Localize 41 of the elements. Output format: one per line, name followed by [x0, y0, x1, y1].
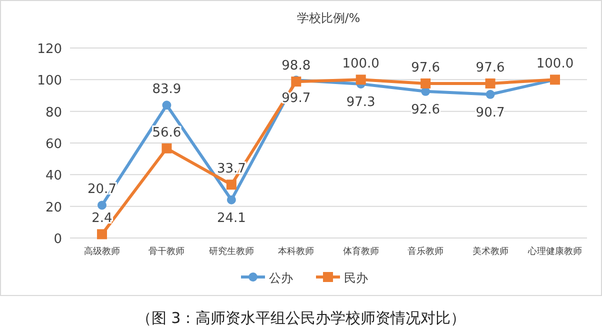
- point: [356, 74, 366, 85]
- text: （图 3：高师资水平组公民办学校师资情况对比）: [136, 309, 466, 327]
- point: [162, 100, 172, 110]
- data-label: 97.6: [476, 60, 505, 76]
- data-label: 92.6: [411, 102, 440, 118]
- data-label: 83.9: [152, 82, 182, 98]
- y-tick-label: 60: [45, 137, 62, 152]
- data-label: 98.8: [282, 58, 311, 74]
- point: [485, 78, 496, 88]
- data-label: 2.4: [92, 211, 112, 226]
- x-tick-label: 高级教师: [84, 246, 120, 257]
- x-tick-label: 体育教师: [342, 246, 379, 257]
- y-tick-label: 100: [37, 74, 62, 89]
- data-label: 97.3: [346, 94, 376, 110]
- legend-label: 公办: [269, 271, 293, 285]
- point: [226, 180, 236, 190]
- y-tick-label: 120: [37, 42, 62, 57]
- point: [162, 143, 172, 154]
- data-label: 56.6: [152, 125, 182, 140]
- x-tick-label: 美术教师: [472, 246, 508, 257]
- point: [420, 78, 431, 88]
- y-tick-label: 40: [45, 168, 62, 184]
- x-tick-label: 骨干教师: [148, 246, 185, 257]
- point: [486, 90, 495, 99]
- data-label: 97.6: [411, 60, 440, 76]
- data-label: 100.0: [342, 56, 380, 72]
- point: [98, 200, 106, 210]
- point: [97, 229, 107, 240]
- x-tick-label: 本科教师: [278, 246, 314, 257]
- data-label: 24.1: [216, 210, 246, 226]
- chart-title: 学校比例/%: [296, 11, 360, 25]
- x-tick-label: 音乐教师: [408, 246, 444, 257]
- y-tick-label: 20: [45, 200, 62, 216]
- data-label: 100.0: [536, 56, 574, 72]
- x-tick-label: 研究生教师: [208, 246, 254, 257]
- legend-label: 民办: [344, 271, 368, 285]
- point: [226, 195, 236, 204]
- y-tick-label: 80: [45, 105, 62, 120]
- y-tick-label: 0: [54, 232, 62, 247]
- x-tick-label: 心理健康教师: [527, 246, 582, 257]
- data-label: 90.7: [476, 105, 505, 120]
